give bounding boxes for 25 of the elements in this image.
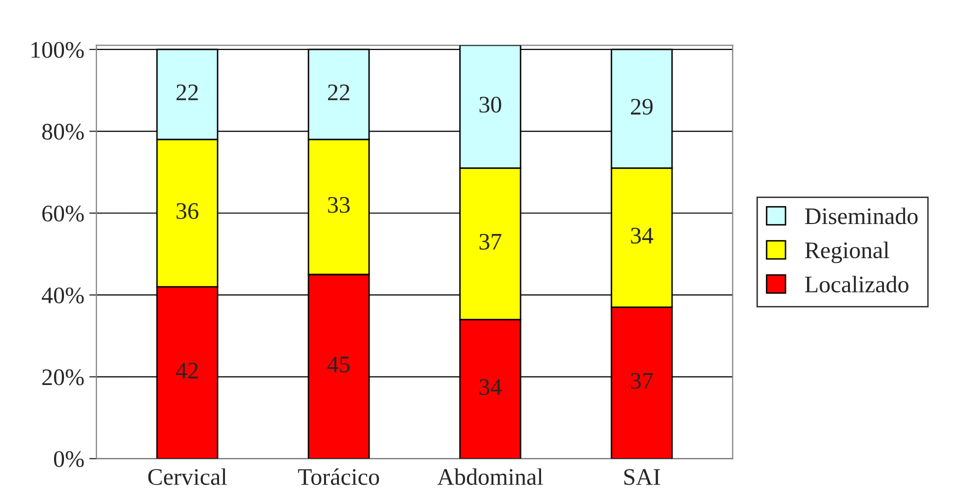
data-label: 42 [176, 362, 198, 378]
data-label: 30 [480, 96, 502, 113]
x-tick-label: Torácico [298, 468, 379, 485]
y-tick-label: 80% [42, 124, 84, 140]
data-label: 29 [630, 98, 653, 115]
data-label: 34 [631, 228, 654, 244]
y-tick-label: 60% [42, 206, 84, 222]
legend-label: Regional [805, 242, 890, 264]
x-tick-label: Cervical [148, 468, 227, 485]
y-tick-label: 40% [42, 287, 84, 304]
data-label: 37 [480, 234, 502, 250]
data-label: 33 [328, 197, 350, 213]
data-label: 36 [176, 203, 198, 220]
x-tick-label: SAI [624, 469, 660, 485]
legend-label: Localizado [805, 276, 908, 292]
data-label: 34 [480, 379, 502, 395]
y-tick-label: 20% [42, 369, 84, 386]
legend-label: Diseminado [805, 208, 918, 224]
y-tick-label: 100% [32, 42, 84, 58]
x-tick-label: Abdominal [437, 468, 543, 485]
y-tick-label: 0% [54, 451, 84, 468]
data-label: 37 [631, 372, 653, 389]
data-label: 22 [328, 84, 350, 100]
data-label: 45 [327, 356, 350, 372]
data-label: 22 [176, 84, 198, 100]
